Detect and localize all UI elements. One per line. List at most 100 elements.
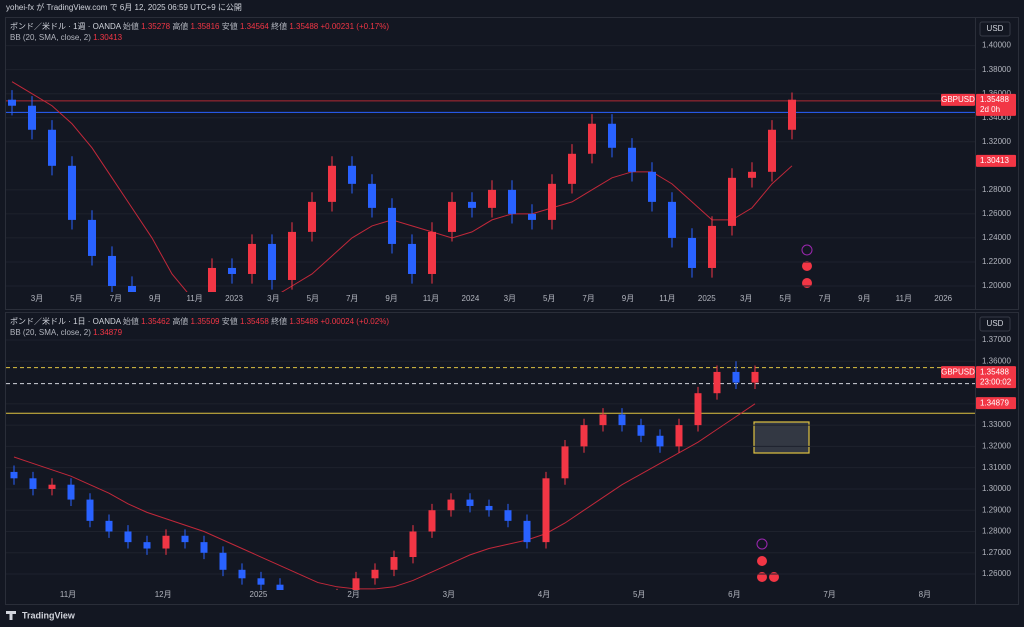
candle-body	[751, 371, 759, 383]
indicator-value: 1.34879	[93, 328, 122, 337]
x-tick-label: 7月	[819, 294, 831, 303]
candle-body	[388, 207, 396, 244]
currency-button[interactable]	[979, 21, 1011, 37]
candle-body	[352, 578, 360, 590]
candle-body	[88, 219, 96, 256]
ohlc-value: 1.35816	[191, 22, 220, 31]
ohlc-label: 始値	[123, 316, 139, 326]
candle-body	[348, 165, 356, 184]
candle-body	[257, 578, 265, 585]
x-tick-label: 2025	[698, 294, 716, 303]
symbol-title: ポンド／米ドル · 1日 · OANDA	[10, 316, 122, 326]
candle-body	[48, 484, 56, 489]
candle-body	[219, 552, 227, 570]
x-tick-label: 2025	[250, 590, 268, 599]
bb-tag	[976, 397, 1016, 410]
currency[interactable]: USD	[987, 319, 1004, 328]
candle-body	[599, 414, 607, 426]
x-tick-label: 8月	[919, 590, 931, 599]
candle-body	[408, 243, 416, 274]
candle-body	[162, 535, 170, 549]
candle-body	[128, 285, 136, 292]
y-tick-label: 1.28000	[982, 527, 1011, 536]
candle-body	[768, 129, 776, 172]
x-tick-label: 9月	[149, 294, 161, 303]
drawn-box	[753, 421, 810, 454]
price-tag-text: 1.35488	[980, 367, 1009, 376]
candle-body	[105, 520, 113, 532]
change: +0.00024 (+0.02%)	[320, 317, 389, 326]
symbol-title: ポンド／米ドル · 1週 · OANDA	[10, 21, 122, 31]
candle-body	[468, 201, 476, 208]
candle-body	[48, 129, 56, 166]
x-tick-label: 12月	[155, 590, 172, 599]
price-tag-text: 1.35488	[980, 95, 1009, 104]
candle-body	[788, 99, 796, 130]
legend: ポンド／米ドル · 1週 · OANDA 始値 1.35278 高値 1.358…	[10, 21, 389, 31]
candle-body	[368, 183, 376, 208]
footer-brand: TradingView	[22, 610, 76, 620]
event-icon[interactable]	[757, 572, 767, 582]
candle-body	[29, 478, 37, 489]
event-icon[interactable]	[757, 556, 767, 566]
ohlc-value: 1.35488	[289, 317, 318, 326]
indicator-value: 1.30413	[93, 33, 122, 42]
ohlc-label: 高値	[172, 21, 188, 31]
candle-body	[628, 147, 636, 172]
y-tick-label: 1.26000	[982, 569, 1011, 578]
candle-body	[200, 542, 208, 553]
symbol-tag-text: GBPUSD	[941, 95, 975, 104]
candle-body	[8, 99, 16, 106]
event-icon[interactable]	[756, 538, 768, 550]
event-icon[interactable]	[801, 244, 813, 256]
candle-body	[656, 435, 664, 447]
y-tick-label: 1.33000	[982, 420, 1011, 429]
candle-body	[618, 414, 626, 426]
candle-body	[728, 177, 736, 226]
y-tick-label: 1.32000	[982, 442, 1011, 451]
candle-body	[504, 510, 512, 521]
y-tick-label: 1.32000	[982, 137, 1011, 146]
candle-body	[143, 542, 151, 549]
event-icon[interactable]	[802, 261, 812, 271]
candle-body	[390, 557, 398, 570]
pane-border	[5, 312, 1019, 605]
x-tick-label: 6月	[728, 590, 740, 599]
y-tick-label: 1.36000	[982, 356, 1011, 365]
x-tick-label: 2024	[462, 294, 480, 303]
event-icon[interactable]	[802, 278, 812, 288]
ohlc-value: 1.35278	[141, 22, 170, 31]
candle-body	[328, 165, 336, 202]
candle-body	[485, 505, 493, 511]
candle-body	[488, 189, 496, 208]
candle-body	[608, 123, 616, 148]
currency[interactable]: USD	[987, 24, 1004, 33]
x-tick-label: 11月	[186, 294, 202, 303]
candle-body	[67, 484, 75, 500]
candle-body	[748, 171, 756, 178]
event-icon[interactable]	[769, 572, 779, 582]
candle-body	[561, 446, 569, 479]
indicator-legend: BB (20, SMA, close, 2) 1.30413	[10, 33, 123, 42]
candle-body	[409, 531, 417, 558]
candle-body	[276, 584, 284, 590]
ohlc-value: 1.35458	[240, 317, 269, 326]
candle-body	[124, 531, 132, 543]
symbol-tag	[941, 366, 975, 379]
plot-area	[6, 339, 975, 590]
candle-body	[732, 371, 740, 383]
candle-body	[108, 255, 116, 286]
x-tick-label: 7月	[346, 294, 358, 303]
candle-body	[637, 425, 645, 436]
y-tick-label: 1.20000	[982, 281, 1011, 290]
indicator-name: BB (20, SMA, close, 2)	[10, 328, 91, 337]
currency-button[interactable]	[979, 316, 1011, 332]
y-tick-label: 1.36000	[982, 89, 1011, 98]
x-tick-label: 11月	[423, 294, 439, 303]
candle-body	[371, 569, 379, 579]
y-tick-label: 1.31000	[982, 463, 1011, 472]
x-tick-label: 11月	[896, 294, 912, 303]
x-tick-label: 5月	[633, 590, 645, 599]
candle-body	[648, 171, 656, 202]
candle-body	[308, 201, 316, 232]
